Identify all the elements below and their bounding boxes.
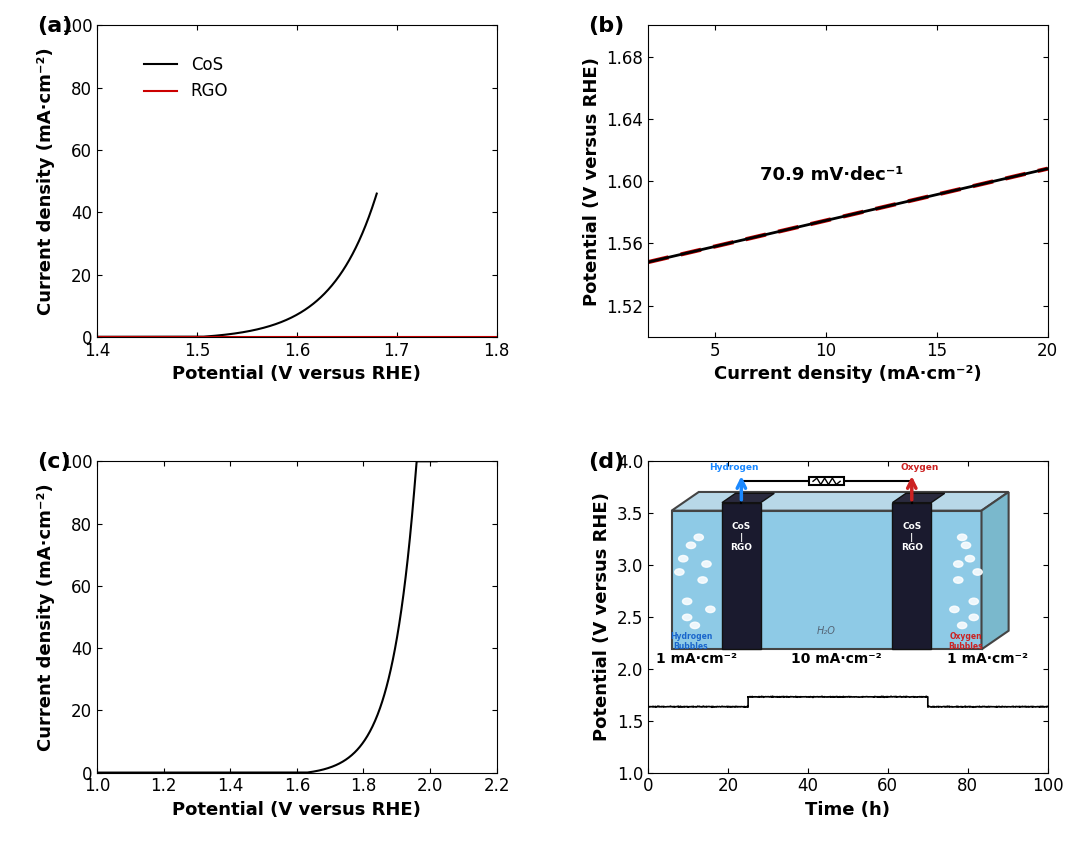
Text: (d): (d)	[589, 452, 624, 472]
Text: (c): (c)	[38, 452, 71, 472]
X-axis label: Potential (V versus RHE): Potential (V versus RHE)	[173, 801, 421, 819]
Text: (a): (a)	[38, 16, 72, 37]
Text: 1 mA·cm⁻²: 1 mA·cm⁻²	[656, 652, 737, 666]
Y-axis label: Potential (V versus RHE): Potential (V versus RHE)	[594, 492, 611, 741]
Legend: CoS, RGO: CoS, RGO	[137, 49, 235, 107]
Y-axis label: Current density (mA·cm⁻²): Current density (mA·cm⁻²)	[37, 483, 55, 751]
Text: (b): (b)	[589, 16, 624, 37]
X-axis label: Current density (mA·cm⁻²): Current density (mA·cm⁻²)	[714, 365, 982, 383]
Y-axis label: Current density (mA·cm⁻²): Current density (mA·cm⁻²)	[37, 48, 55, 315]
Text: 1 mA·cm⁻²: 1 mA·cm⁻²	[947, 652, 1028, 666]
X-axis label: Time (h): Time (h)	[806, 801, 890, 819]
Text: 70.9 mV·dec⁻¹: 70.9 mV·dec⁻¹	[760, 166, 903, 184]
Y-axis label: Potential (V versus RHE): Potential (V versus RHE)	[583, 57, 600, 306]
Text: 10 mA·cm⁻²: 10 mA·cm⁻²	[791, 652, 881, 666]
X-axis label: Potential (V versus RHE): Potential (V versus RHE)	[173, 365, 421, 383]
